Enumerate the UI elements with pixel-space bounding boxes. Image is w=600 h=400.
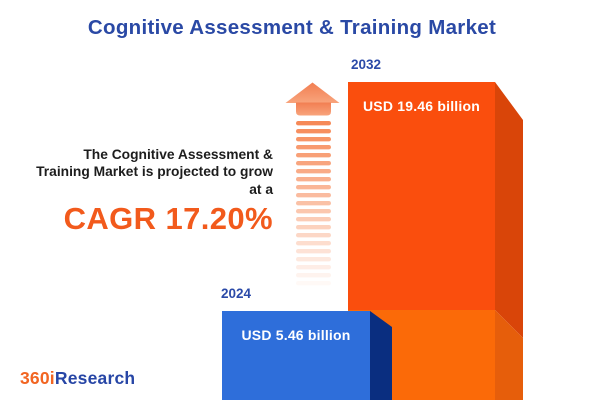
arrow-trail-dash <box>296 145 331 150</box>
value-label-2032: USD 19.46 billion <box>363 98 480 114</box>
description-text: The Cognitive Assessment & Training Mark… <box>0 146 273 234</box>
arrow-trail-dash <box>296 137 331 142</box>
description-line-2: Training Market is projected to grow <box>36 164 273 180</box>
arrow-trail-dash <box>296 281 331 286</box>
cagr-text: CAGR 17.20% <box>63 200 273 236</box>
bar-2032-side-bottom <box>495 310 523 400</box>
arrow-trail <box>296 121 331 286</box>
arrow-trail-dash <box>296 265 331 270</box>
arrow-trail-dash <box>296 129 331 134</box>
arrow-trail-dash <box>296 185 331 190</box>
arrow-trail-dash <box>296 209 331 214</box>
arrow-trail-dash <box>296 193 331 198</box>
logo-360i: 360i <box>20 368 55 388</box>
description-line-3: at a <box>249 181 273 197</box>
arrow-trail-dash <box>296 257 331 262</box>
arrow-trail-dash <box>296 217 331 222</box>
logo-research: Research <box>54 368 136 388</box>
arrow-trail-dash <box>296 225 331 230</box>
arrow-trail-dash <box>296 169 331 174</box>
arrow-trail-dash <box>296 161 331 166</box>
arrow-trail-dash <box>296 233 331 238</box>
arrow-trail-dash <box>296 121 331 126</box>
arrow-trail-dash <box>296 241 331 246</box>
arrow-stem <box>296 102 331 116</box>
arrow-trail-dash <box>296 153 331 158</box>
bar-2032-front-top <box>348 82 495 310</box>
description-line-1: The Cognitive Assessment & <box>83 147 273 162</box>
arrow-trail-dash <box>296 273 331 278</box>
bar-2024-front <box>222 311 370 400</box>
value-label-2024: USD 5.46 billion <box>241 327 351 343</box>
logo: 360iResearch <box>20 368 135 389</box>
page-title: Cognitive Assessment & Training Market <box>87 16 497 39</box>
arrow-trail-dash <box>296 249 331 254</box>
bar-2024-side <box>370 311 392 400</box>
year-label-2032: 2032 <box>351 57 382 72</box>
year-label-2024: 2024 <box>221 286 252 301</box>
bar-2032-side-top <box>495 82 523 338</box>
growth-up-arrow-icon <box>285 82 340 286</box>
arrow-trail-dash <box>296 177 331 182</box>
arrow-trail-dash <box>296 201 331 206</box>
arrow-head <box>285 82 340 103</box>
